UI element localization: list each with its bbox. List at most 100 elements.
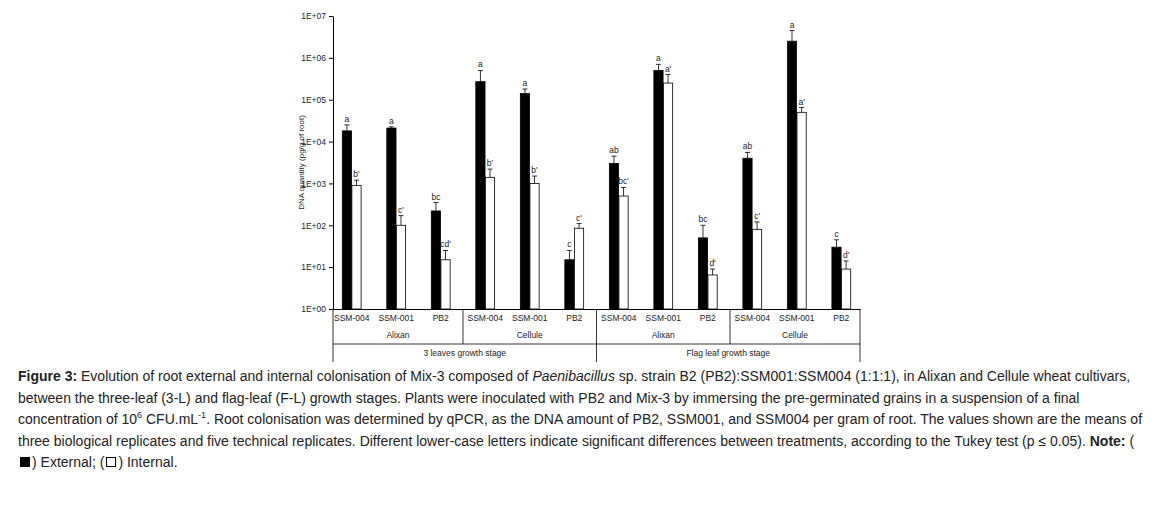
x-tick-label: PB2: [433, 313, 449, 323]
x-tick: SSM-004: [468, 309, 504, 323]
y-tick: 1E+00: [301, 304, 333, 314]
error-bar: [401, 216, 402, 226]
error-bar: [747, 152, 748, 158]
cultivar-label: Alixan: [386, 330, 409, 340]
significance-letter: a': [798, 97, 805, 107]
cultivar-label: Cellule: [517, 330, 543, 340]
legend-swatch: [20, 457, 30, 467]
significance-letter: c': [576, 213, 582, 223]
bars: [342, 31, 850, 309]
legend-item: () Internal.: [96, 454, 178, 470]
error-bar: [356, 180, 357, 185]
bar: [574, 228, 583, 309]
error-cap: [710, 269, 715, 270]
error-bar: [712, 269, 713, 275]
x-tick: SSM-004: [601, 309, 637, 323]
bar: [609, 163, 618, 309]
legend-close: ): [32, 454, 37, 470]
y-axis-line: [333, 17, 334, 310]
error-cap: [532, 176, 537, 177]
error-cap: [488, 169, 493, 170]
bar: [431, 211, 440, 309]
x-tick-label: SSM-001: [779, 313, 815, 323]
bar: [485, 177, 494, 309]
y-tick-mark: [329, 183, 333, 184]
y-axis: 1E+001E+011E+021E+031E+041E+051E+061E+07: [301, 11, 333, 314]
y-tick-mark: [329, 142, 333, 143]
x-tick-label: PB2: [566, 313, 582, 323]
error-bar: [480, 70, 481, 81]
bar: [708, 275, 717, 309]
y-tick-mark: [329, 267, 333, 268]
error-cap: [834, 239, 839, 240]
x-tick: SSM-001: [779, 309, 815, 323]
y-tick-label: 1E+02: [301, 221, 326, 231]
x-tick-label: SSM-004: [334, 313, 370, 323]
x-tick-label: SSM-004: [601, 313, 637, 323]
y-tick-mark: [329, 225, 333, 226]
cultivar-label: Cellule: [782, 330, 808, 340]
caption-label: Figure 3:: [18, 368, 77, 384]
bar: [396, 225, 405, 309]
y-tick-mark: [329, 309, 333, 310]
error-cap: [755, 221, 760, 222]
significance-letter: bc': [618, 176, 629, 186]
significance-letter: c': [754, 211, 760, 221]
letters: aabcaacababcabacb'c'cd'b'b'c'bc'a'd'c'a'…: [345, 20, 850, 269]
error-bar: [435, 203, 436, 211]
significance-letter: b': [531, 165, 538, 175]
stage-label: Flag leaf growth stage: [686, 348, 770, 358]
error-cap: [666, 74, 671, 75]
x-tick-label: SSM-004: [468, 313, 504, 323]
significance-letter: c: [567, 239, 572, 249]
error-bar: [791, 31, 792, 42]
stage-label: 3 leaves growth stage: [423, 348, 506, 358]
legend-entry: External: [41, 454, 92, 470]
legend-entry: Internal: [127, 454, 174, 470]
error-bar: [836, 240, 837, 247]
significance-letter: a: [656, 53, 661, 63]
legend-separator: ;: [92, 454, 96, 470]
legend-close: ): [118, 454, 123, 470]
significance-letter: ab: [743, 141, 753, 151]
caption-superscript: 6: [137, 410, 142, 420]
significance-letter: b': [487, 158, 494, 168]
x-tick: SSM-004: [735, 309, 771, 323]
error-cap: [399, 215, 404, 216]
x-tick: PB2: [700, 309, 716, 323]
bar: [797, 112, 806, 309]
y-tick-label: 1E+07: [301, 11, 326, 21]
y-tick: 1E+06: [301, 53, 333, 63]
group-separator: [333, 309, 334, 362]
bar: [565, 260, 574, 309]
error-bar: [623, 187, 624, 196]
error-cap: [577, 223, 582, 224]
bar: [352, 185, 361, 309]
x-axis: SSM-004 SSM-001 PB2 SSM-004 SSM-001 PB2 SSM-00…: [334, 309, 861, 323]
y-tick: 1E+05: [301, 95, 333, 105]
error-cap: [344, 124, 349, 125]
bar: [530, 183, 539, 309]
caption-superscript: -1: [198, 410, 206, 420]
x-axis-line: [334, 309, 861, 310]
y-tick-label: 1E+06: [301, 53, 326, 63]
y-tick: 1E+01: [301, 262, 333, 272]
x-tick: PB2: [566, 309, 582, 323]
bar: [743, 158, 752, 309]
x-tick: SSM-001: [646, 309, 682, 323]
significance-letter: a: [478, 59, 483, 69]
error-cap: [354, 180, 359, 181]
x-tick: SSM-004: [334, 309, 370, 323]
legend-open: (: [100, 454, 105, 470]
error-cap: [844, 261, 849, 262]
group-separator: [596, 309, 597, 362]
error-bar: [346, 125, 347, 131]
error-cap: [611, 156, 616, 157]
bar: [654, 70, 663, 309]
y-tick-mark: [329, 58, 333, 59]
group-separator: [462, 309, 463, 344]
error-bar: [658, 64, 659, 70]
significance-letter: b': [353, 169, 360, 179]
x-tick-label: SSM-001: [646, 313, 682, 323]
significance-letter: d': [709, 258, 716, 268]
